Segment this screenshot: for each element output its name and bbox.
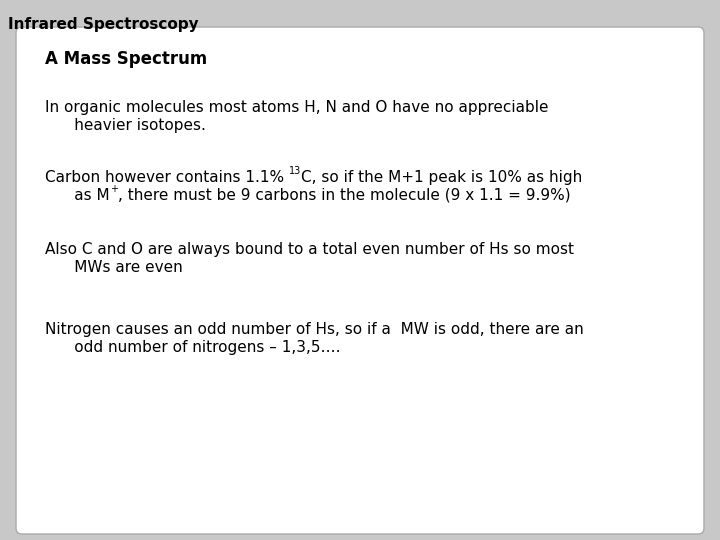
Text: Also C and O are always bound to a total even number of Hs so most: Also C and O are always bound to a total… [45,242,574,257]
Text: +: + [109,184,117,194]
Text: MWs are even: MWs are even [45,260,183,275]
Text: as M: as M [45,188,109,203]
Text: Infrared Spectroscopy: Infrared Spectroscopy [8,17,199,32]
Text: In organic molecules most atoms H, N and O have no appreciable: In organic molecules most atoms H, N and… [45,100,549,115]
Text: Carbon however contains 1.1%: Carbon however contains 1.1% [45,170,289,185]
FancyBboxPatch shape [16,27,704,534]
Text: odd number of nitrogens – 1,3,5….: odd number of nitrogens – 1,3,5…. [45,340,341,355]
Text: Nitrogen causes an odd number of Hs, so if a  MW is odd, there are an: Nitrogen causes an odd number of Hs, so … [45,322,584,337]
Text: A Mass Spectrum: A Mass Spectrum [45,50,207,68]
Text: 13: 13 [289,166,301,176]
Text: C, so if the M+1 peak is 10% as high: C, so if the M+1 peak is 10% as high [301,170,582,185]
Text: , there must be 9 carbons in the molecule (9 x 1.1 = 9.9%): , there must be 9 carbons in the molecul… [117,188,570,203]
Text: heavier isotopes.: heavier isotopes. [45,118,206,133]
